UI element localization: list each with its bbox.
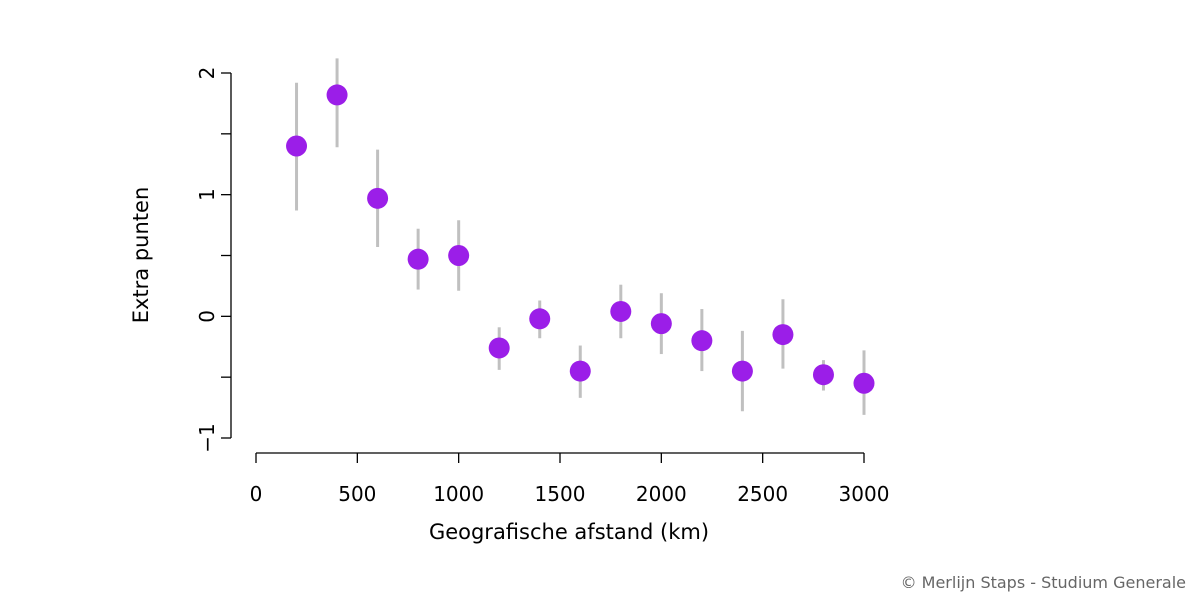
- data-point: [326, 84, 348, 106]
- y-axis-title: Extra punten: [129, 187, 153, 324]
- data-point: [772, 324, 794, 346]
- y-axis: −1 0 1 2: [195, 67, 232, 453]
- y-tick-label: 1: [195, 188, 219, 201]
- x-tick-label: 1500: [535, 482, 586, 506]
- x-tick-label: 3000: [839, 482, 890, 506]
- x-axis: 0 500 1000 1500 2000 2500 3000: [250, 452, 890, 506]
- data-point: [610, 300, 632, 322]
- data-point: [448, 245, 470, 266]
- x-tick-label: 2000: [636, 482, 687, 506]
- x-tick-label: 2500: [737, 482, 788, 506]
- copyright-credit: © Merlijn Staps - Studium Generale: [900, 573, 1186, 592]
- x-tick-label: 0: [250, 482, 263, 506]
- data-point: [569, 360, 591, 382]
- data-point: [488, 337, 510, 359]
- data-point: [853, 372, 875, 394]
- data-point: [407, 248, 429, 270]
- data-point: [691, 330, 713, 352]
- data-point: [367, 187, 389, 209]
- data-point: [286, 135, 308, 157]
- data-point: [731, 360, 753, 382]
- x-axis-title: Geografische afstand (km): [429, 520, 709, 544]
- data-point: [529, 308, 551, 330]
- y-tick-label: 2: [195, 67, 219, 80]
- data-point: [650, 313, 672, 335]
- y-tick-label: 0: [195, 310, 219, 323]
- data-points: [286, 84, 875, 394]
- data-point: [812, 364, 834, 386]
- x-tick-label: 1000: [433, 482, 484, 506]
- y-tick-label: −1: [195, 423, 219, 452]
- x-tick-label: 500: [338, 482, 376, 506]
